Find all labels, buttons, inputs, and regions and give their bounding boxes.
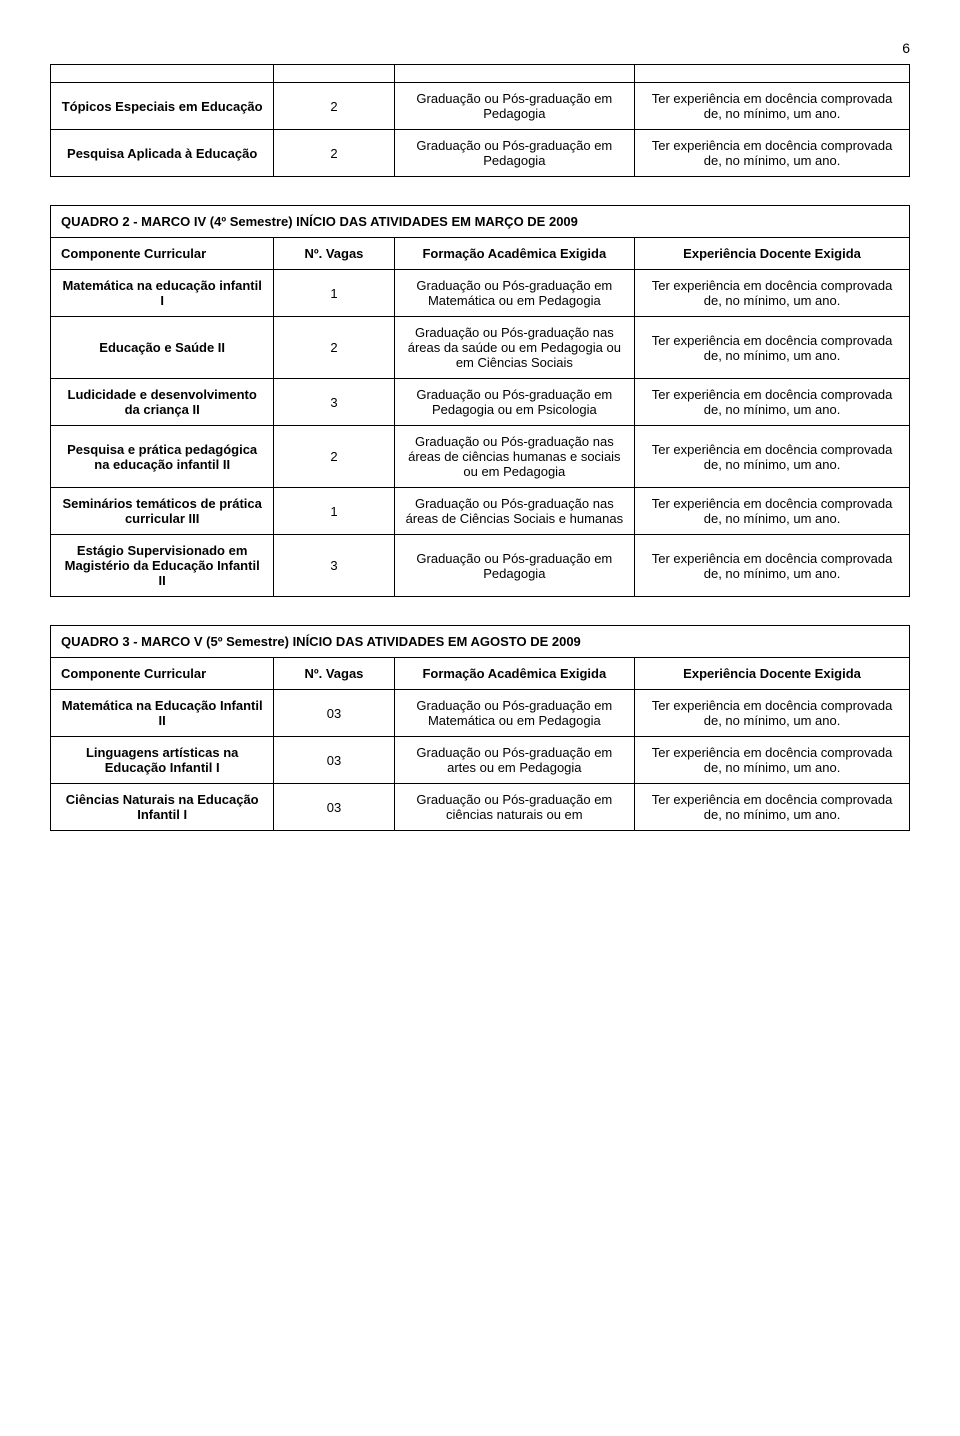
table-header-row: Componente Curricular Nº. Vagas Formação… [51,658,910,690]
cell-vagas: 03 [274,737,394,784]
cell-name: Linguagens artísticas na Educação Infant… [51,737,274,784]
table-title: QUADRO 2 - MARCO IV (4º Semestre) INÍCIO… [51,206,910,238]
cell-vagas: 2 [274,317,394,379]
cell-name: Estágio Supervisionado em Magistério da … [51,535,274,597]
header-formacao: Formação Acadêmica Exigida [394,658,635,690]
page-number: 6 [50,40,910,56]
cell-formacao: Graduação ou Pós-graduação em Pedagogia … [394,379,635,426]
cell-formacao: Graduação ou Pós-graduação nas áreas de … [394,426,635,488]
cell-exp: Ter experiência em docência comprovada d… [635,83,910,130]
cell-vagas: 2 [274,426,394,488]
cell-name: Educação e Saúde II [51,317,274,379]
table-row: Tópicos Especiais em Educação 2 Graduaçã… [51,83,910,130]
cell-formacao: Graduação ou Pós-graduação em Pedagogia [394,83,635,130]
header-exp: Experiência Docente Exigida [635,658,910,690]
table-row: Pesquisa Aplicada à Educação 2 Graduação… [51,130,910,177]
cell-formacao: Graduação ou Pós-graduação em Pedagogia [394,535,635,597]
cell-vagas: 1 [274,270,394,317]
cell-exp: Ter experiência em docência comprovada d… [635,690,910,737]
table-row: Seminários temáticos de prática curricul… [51,488,910,535]
table-row-empty [51,65,910,83]
cell-exp: Ter experiência em docência comprovada d… [635,488,910,535]
cell-name: Ciências Naturais na Educação Infantil I [51,784,274,831]
table-3: QUADRO 3 - MARCO V (5º Semestre) INÍCIO … [50,625,910,831]
cell-exp: Ter experiência em docência comprovada d… [635,535,910,597]
cell-exp: Ter experiência em docência comprovada d… [635,317,910,379]
cell-exp: Ter experiência em docência comprovada d… [635,379,910,426]
cell-vagas: 3 [274,535,394,597]
cell-name: Matemática na Educação Infantil II [51,690,274,737]
header-componente: Componente Curricular [51,658,274,690]
table-row: Matemática na educação infantil I 1 Grad… [51,270,910,317]
table-row: Matemática na Educação Infantil II 03 Gr… [51,690,910,737]
cell-formacao: Graduação ou Pós-graduação em Pedagogia [394,130,635,177]
cell-exp: Ter experiência em docência comprovada d… [635,737,910,784]
table-row: Ciências Naturais na Educação Infantil I… [51,784,910,831]
header-componente: Componente Curricular [51,238,274,270]
cell-exp: Ter experiência em docência comprovada d… [635,426,910,488]
cell-vagas: 03 [274,784,394,831]
table-header-row: Componente Curricular Nº. Vagas Formação… [51,238,910,270]
cell-formacao: Graduação ou Pós-graduação nas áreas da … [394,317,635,379]
header-exp: Experiência Docente Exigida [635,238,910,270]
table-1: Tópicos Especiais em Educação 2 Graduaçã… [50,64,910,177]
cell-name: Tópicos Especiais em Educação [51,83,274,130]
cell-vagas: 2 [274,83,394,130]
cell-vagas: 3 [274,379,394,426]
table-row: Pesquisa e prática pedagógica na educaçã… [51,426,910,488]
cell-vagas: 03 [274,690,394,737]
cell-vagas: 2 [274,130,394,177]
header-vagas: Nº. Vagas [274,658,394,690]
cell-name: Seminários temáticos de prática curricul… [51,488,274,535]
table-row: Linguagens artísticas na Educação Infant… [51,737,910,784]
table-row: Estágio Supervisionado em Magistério da … [51,535,910,597]
cell-formacao: Graduação ou Pós-graduação em Matemática… [394,690,635,737]
cell-formacao: Graduação ou Pós-graduação em artes ou e… [394,737,635,784]
cell-exp: Ter experiência em docência comprovada d… [635,270,910,317]
header-formacao: Formação Acadêmica Exigida [394,238,635,270]
cell-name: Pesquisa Aplicada à Educação [51,130,274,177]
table-title-row: QUADRO 2 - MARCO IV (4º Semestre) INÍCIO… [51,206,910,238]
table-title-row: QUADRO 3 - MARCO V (5º Semestre) INÍCIO … [51,626,910,658]
cell-exp: Ter experiência em docência comprovada d… [635,130,910,177]
cell-name: Ludicidade e desenvolvimento da criança … [51,379,274,426]
cell-formacao: Graduação ou Pós-graduação nas áreas de … [394,488,635,535]
cell-name: Matemática na educação infantil I [51,270,274,317]
header-vagas: Nº. Vagas [274,238,394,270]
cell-formacao: Graduação ou Pós-graduação em Matemática… [394,270,635,317]
table-row: Educação e Saúde II 2 Graduação ou Pós-g… [51,317,910,379]
cell-exp: Ter experiência em docência comprovada d… [635,784,910,831]
cell-formacao: Graduação ou Pós-graduação em ciências n… [394,784,635,831]
table-2: QUADRO 2 - MARCO IV (4º Semestre) INÍCIO… [50,205,910,597]
cell-name: Pesquisa e prática pedagógica na educaçã… [51,426,274,488]
cell-vagas: 1 [274,488,394,535]
table-title: QUADRO 3 - MARCO V (5º Semestre) INÍCIO … [51,626,910,658]
table-row: Ludicidade e desenvolvimento da criança … [51,379,910,426]
